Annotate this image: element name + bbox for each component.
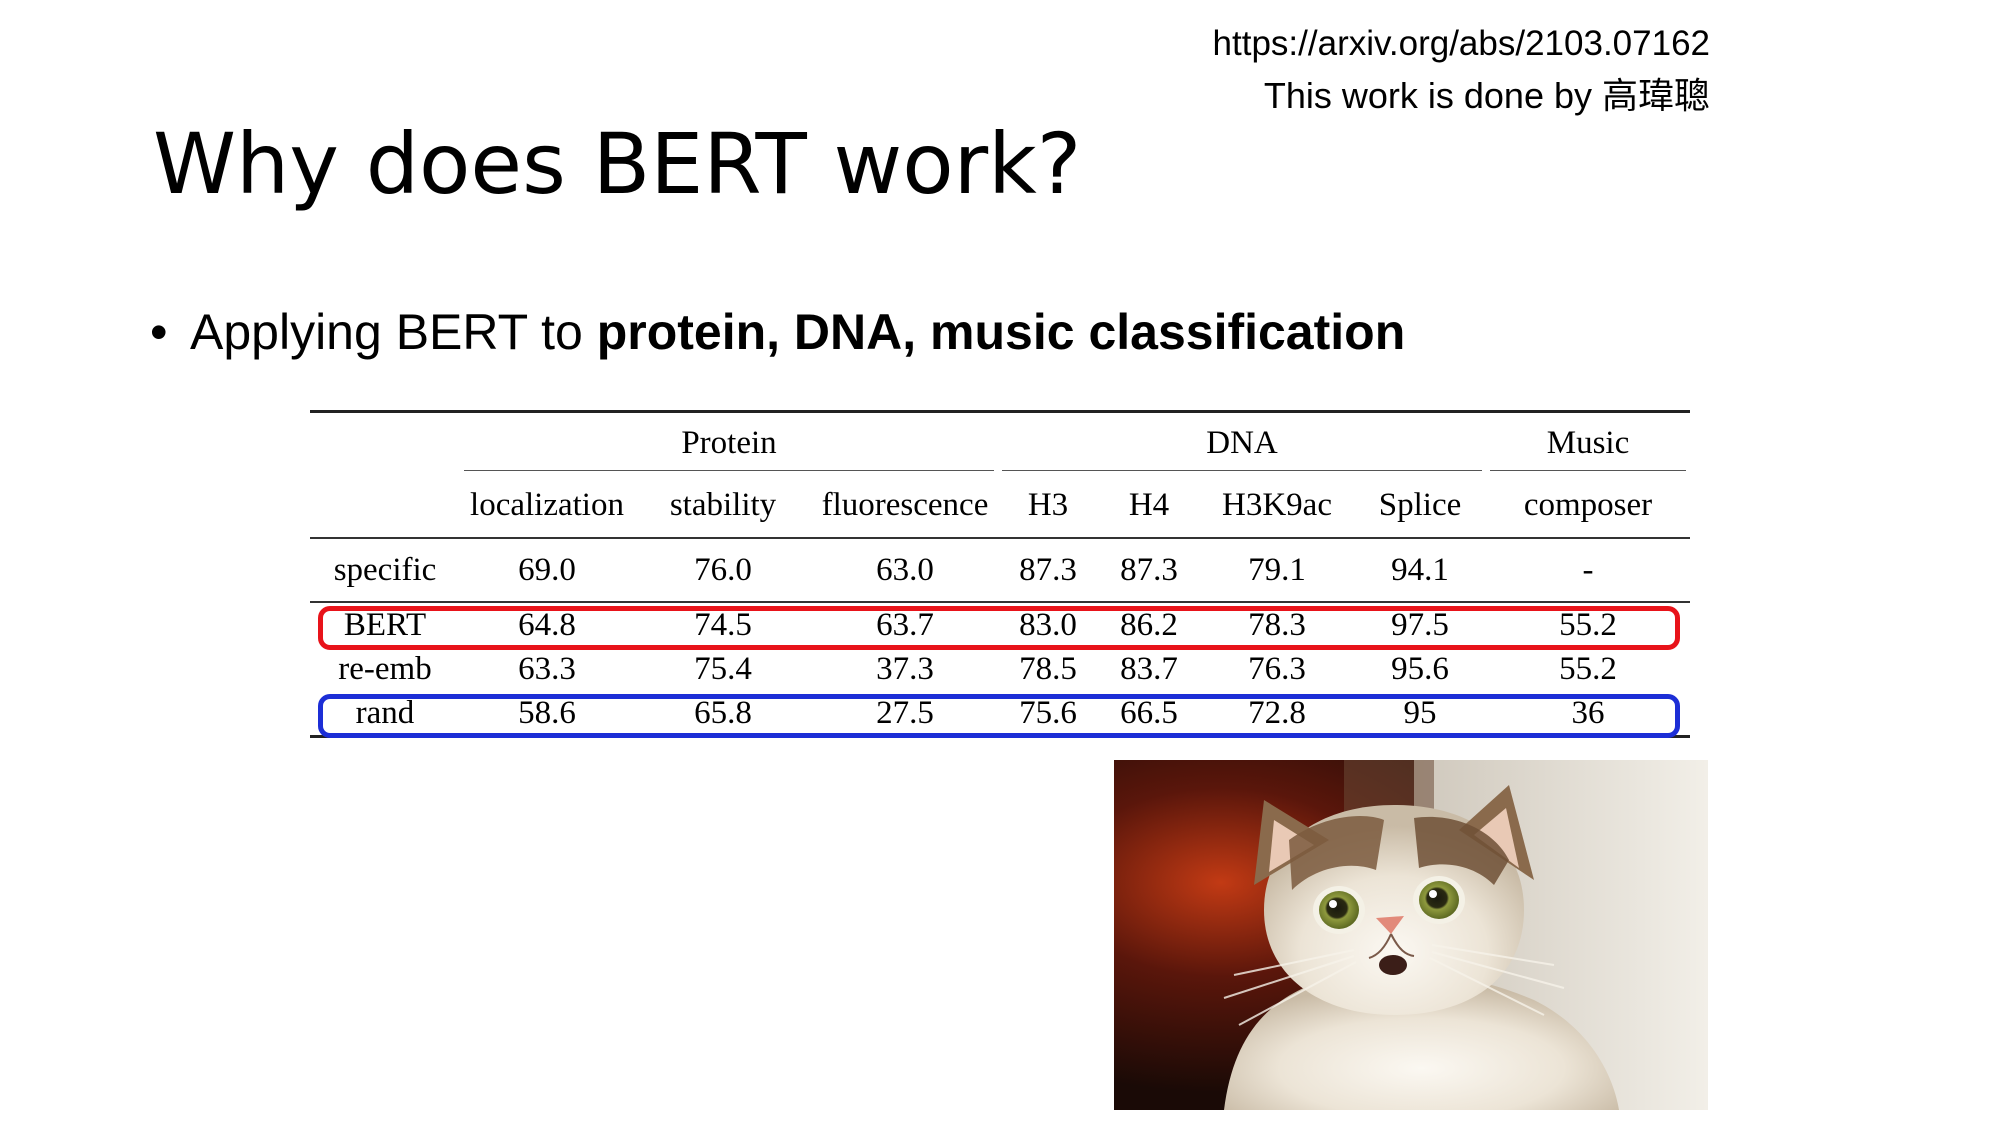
cell: 63.3 — [518, 650, 576, 687]
cell: 95 — [1403, 694, 1437, 731]
row-label: BERT — [343, 606, 427, 643]
group-music: Music — [1486, 412, 1690, 474]
cell: 97.5 — [1391, 606, 1449, 643]
cell: 76.0 — [694, 551, 752, 588]
cell: 55.2 — [1559, 650, 1617, 687]
cell: 74.5 — [694, 606, 752, 643]
cell: 78.3 — [1248, 606, 1306, 643]
bullet-point: • Applying BERT to protein, DNA, music cl… — [150, 300, 1405, 364]
cell: 64.8 — [518, 606, 576, 643]
table-row: rand 58.6 65.8 27.5 75.6 66.5 72.8 95 36 — [310, 691, 1690, 737]
surprised-cat-photo — [1114, 760, 1708, 1110]
col-localization: localization — [470, 486, 624, 523]
table-row: re-emb 63.3 75.4 37.3 78.5 83.7 76.3 95.… — [310, 647, 1690, 691]
row-label: specific — [333, 551, 437, 588]
cell: 79.1 — [1248, 551, 1306, 588]
col-h3: H3 — [1027, 486, 1069, 523]
credit-line: This work is done by 高瑋聰 — [1263, 75, 1710, 116]
group-protein: Protein — [460, 412, 998, 474]
cell: 27.5 — [876, 694, 934, 731]
bullet-bold: protein, DNA, music classification — [596, 304, 1406, 360]
col-h4: H4 — [1128, 486, 1170, 523]
cell: 87.3 — [1019, 551, 1077, 588]
column-header-row: localization stability fluorescence H3 H… — [310, 473, 1690, 538]
col-h3k9ac: H3K9ac — [1222, 486, 1332, 523]
cell: 65.8 — [694, 694, 752, 731]
group-header-row: Protein DNA Music — [310, 411, 1690, 474]
col-composer: composer — [1523, 486, 1653, 523]
cell: - — [1582, 551, 1594, 588]
table-row: specific 69.0 76.0 63.0 87.3 87.3 79.1 9… — [310, 538, 1690, 602]
col-splice: Splice — [1378, 486, 1462, 523]
cell: 36 — [1571, 694, 1605, 731]
reference-block: https://arxiv.org/abs/2103.07162 This wo… — [1213, 18, 1710, 122]
cell: 63.7 — [876, 606, 934, 643]
cell: 76.3 — [1248, 650, 1306, 687]
cell: 95.6 — [1391, 650, 1449, 687]
paper-url[interactable]: https://arxiv.org/abs/2103.07162 — [1212, 24, 1710, 63]
cell: 37.3 — [876, 650, 934, 687]
cell: 72.8 — [1248, 694, 1306, 731]
cell: 63.0 — [876, 551, 934, 588]
bullet-prefix: Applying BERT to — [190, 304, 597, 360]
cell: 83.7 — [1120, 650, 1178, 687]
cell: 94.1 — [1391, 551, 1449, 588]
row-label: rand — [355, 694, 415, 731]
group-dna: DNA — [998, 412, 1486, 474]
cell: 55.2 — [1559, 606, 1617, 643]
cell: 83.0 — [1019, 606, 1077, 643]
results-table: Protein DNA Music localization stability… — [310, 410, 1690, 738]
cell: 69.0 — [518, 551, 576, 588]
row-label: re-emb — [338, 650, 432, 687]
cell: 78.5 — [1019, 650, 1077, 687]
cell: 86.2 — [1120, 606, 1178, 643]
cell: 87.3 — [1120, 551, 1178, 588]
cell: 75.4 — [694, 650, 752, 687]
cell: 66.5 — [1120, 694, 1178, 731]
table-row: BERT 64.8 74.5 63.7 83.0 86.2 78.3 97.5 … — [310, 602, 1690, 647]
cell: 75.6 — [1019, 694, 1077, 731]
slide-title: Why does BERT work? — [153, 115, 1082, 213]
bullet-dot: • — [150, 304, 168, 360]
cell: 58.6 — [518, 694, 576, 731]
col-fluorescence: fluorescence — [821, 486, 989, 523]
col-stability: stability — [669, 486, 777, 523]
